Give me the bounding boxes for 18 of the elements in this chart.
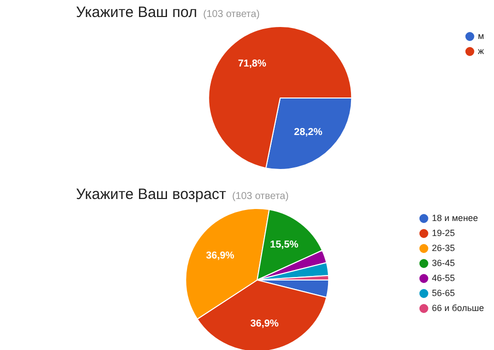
legend-label: 18 и менее [432,212,478,223]
chart-subtitle: (103 ответа) [232,191,289,202]
legend-label: м [478,30,484,41]
data-label: 36,9% [206,250,234,262]
chart-title: Укажите Ваш возраст [76,186,226,203]
data-label: 71,8% [238,58,266,70]
legend-label: 66 и больше [432,302,484,313]
legend-label: 19-25 [432,228,455,238]
chart-title: Укажите Ваш пол [76,4,198,21]
legend-label: 46-55 [432,272,455,283]
data-label: 36,9% [250,318,279,330]
legend-label: 26-35 [432,242,455,253]
data-label: 15,5% [270,240,299,251]
data-label: 28,2% [294,127,322,138]
legend-label: ж [478,46,484,56]
legend-label: 36-45 [432,258,455,268]
legend-label: 56-65 [432,288,455,298]
chart-subtitle: (103 ответа) [203,9,260,20]
